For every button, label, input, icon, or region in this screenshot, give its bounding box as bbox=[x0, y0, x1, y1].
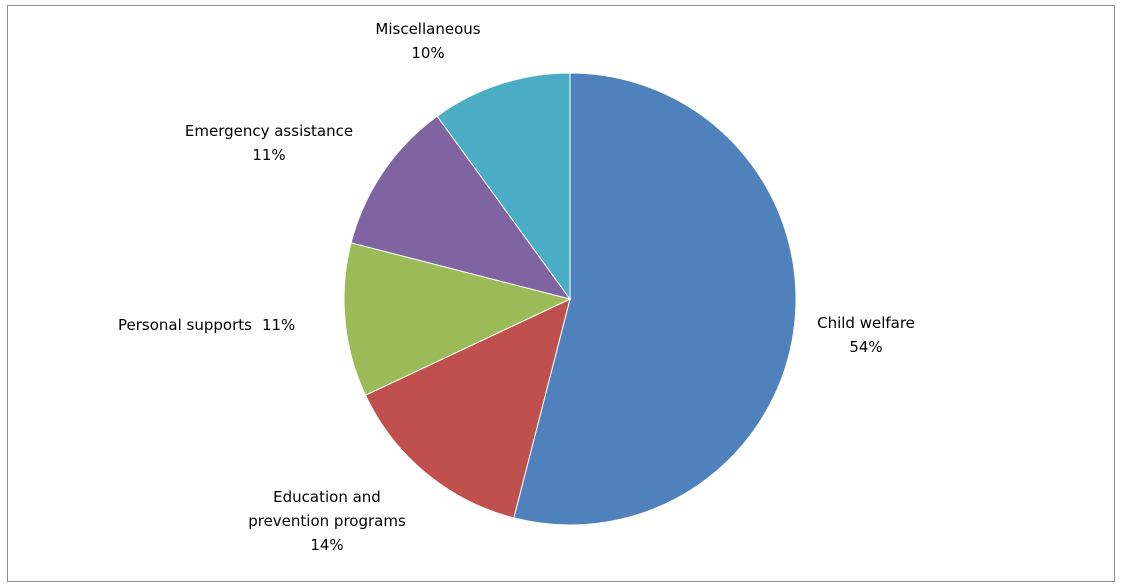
label-personal-supports: Personal supports 11% bbox=[118, 316, 295, 334]
pct-personal-supports: 11% bbox=[262, 316, 295, 334]
pct-miscellaneous: 10% bbox=[411, 44, 444, 62]
pie-chart: Child welfare 54% Education and preventi… bbox=[118, 20, 915, 554]
label-personal-supports-name: Personal supports bbox=[118, 316, 252, 334]
pie-slice-education-and-prevention-programs bbox=[364, 298, 571, 519]
pie-slice-emergency-assistance bbox=[350, 115, 572, 300]
label-miscellaneous: Miscellaneous bbox=[375, 20, 480, 38]
pie-slice-child-welfare bbox=[513, 72, 797, 526]
label-education-line1: Education and bbox=[273, 488, 381, 506]
pct-emergency-assistance: 11% bbox=[252, 146, 285, 164]
pie-slice-personal-supports bbox=[343, 242, 572, 396]
pct-education: 14% bbox=[310, 536, 343, 554]
chart-area: Child welfare 54% Education and preventi… bbox=[7, 5, 1115, 582]
label-education-line2: prevention programs bbox=[248, 512, 406, 530]
pie-slices bbox=[343, 72, 797, 526]
label-child-welfare: Child welfare bbox=[817, 314, 915, 332]
label-emergency-assistance: Emergency assistance bbox=[185, 122, 353, 140]
pie-slice-miscellaneous bbox=[436, 72, 571, 301]
pct-child-welfare: 54% bbox=[849, 338, 882, 356]
